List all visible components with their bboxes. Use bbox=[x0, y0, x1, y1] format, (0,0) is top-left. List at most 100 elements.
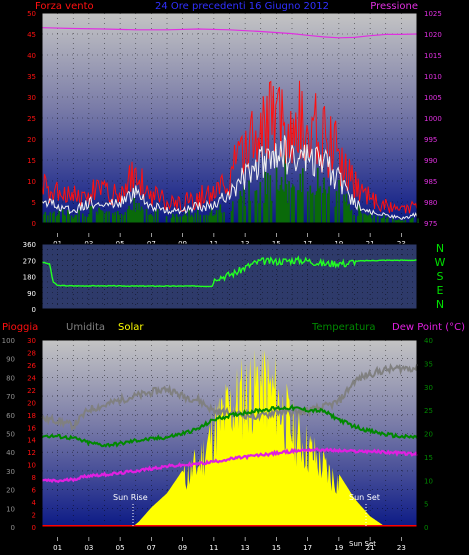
wind-direction-bar bbox=[192, 216, 194, 223]
wind-direction-bar bbox=[232, 201, 234, 223]
wind-direction-bar bbox=[140, 206, 143, 223]
wind-direction-bar bbox=[317, 167, 319, 223]
pressure-tick-label: 1015 bbox=[424, 52, 442, 60]
wind-speed-tick-label: 15 bbox=[27, 157, 36, 165]
wind-direction-bar bbox=[318, 188, 320, 223]
wind-direction-bar bbox=[213, 215, 215, 223]
rain-label: Pioggia bbox=[2, 322, 38, 333]
wind-speed-tick-label: 10 bbox=[27, 178, 36, 186]
wind-direction-bar bbox=[177, 216, 179, 223]
wind-direction-bar bbox=[287, 203, 289, 223]
wind-direction-bar bbox=[243, 185, 245, 223]
wind-direction-bar bbox=[99, 209, 102, 223]
wind-speed-tick-label: 0 bbox=[32, 220, 36, 228]
rain-tick-label: 22 bbox=[27, 387, 36, 395]
pressure-tick-label: 990 bbox=[424, 157, 437, 165]
pressure-line bbox=[41, 27, 418, 39]
wind-direction-bar bbox=[238, 199, 240, 223]
wind-direction-bar bbox=[138, 202, 140, 223]
wind-direction-bar bbox=[130, 209, 133, 223]
panel3-x-axis: 01 03 05 07 09 11 13 15 17 19 21 23 bbox=[53, 537, 406, 552]
wind-direction-bar bbox=[270, 200, 273, 223]
wind-direction-bar bbox=[55, 216, 58, 223]
wind-direction-bar bbox=[298, 190, 300, 223]
wind-direction-bar bbox=[392, 218, 394, 223]
wind-direction-bar bbox=[208, 215, 210, 223]
wind-direction-bar bbox=[369, 213, 372, 223]
wind-direction-bar bbox=[199, 214, 202, 223]
wind-direction-bar bbox=[150, 214, 153, 223]
wind-direction-bar bbox=[114, 211, 117, 223]
wind-direction-bar bbox=[417, 218, 419, 223]
wind-speed-tick-label: 35 bbox=[27, 73, 36, 81]
wind-direction-bar bbox=[172, 213, 174, 223]
x-tick-label: 21 bbox=[366, 544, 375, 552]
wind-direction-bar bbox=[88, 214, 90, 223]
wind-direction-bar bbox=[68, 211, 70, 223]
wind-speed-tick-label: 40 bbox=[27, 52, 36, 60]
wind-direction-bar bbox=[249, 200, 252, 223]
wind-direction-bar bbox=[220, 212, 223, 223]
wind-direction-bar bbox=[395, 220, 398, 223]
humidity-tick-label: 90 bbox=[6, 356, 15, 364]
wind-direction-bar bbox=[300, 192, 303, 223]
wind-direction-bar bbox=[283, 191, 285, 223]
temperature-label: Temperatura bbox=[311, 322, 376, 333]
wind-direction-bar bbox=[209, 212, 212, 223]
wind-direction-bar bbox=[128, 205, 130, 223]
pressure-tick-label: 980 bbox=[424, 199, 437, 207]
wind-direction-bar bbox=[133, 197, 135, 223]
panel1-series bbox=[41, 27, 418, 220]
wind-direction-bar bbox=[113, 215, 115, 223]
rain-tick-label: 30 bbox=[27, 337, 36, 345]
dew-point-label: Dew Point (°C) bbox=[392, 322, 465, 333]
sunrise-label: Sun Rise bbox=[113, 493, 148, 502]
wind-direction-bar bbox=[353, 215, 355, 223]
humidity-tick-label: 60 bbox=[6, 412, 15, 420]
wind-direction-bar bbox=[44, 211, 47, 223]
temperature-tick-label: 40 bbox=[424, 337, 433, 345]
wind-direction-bar bbox=[288, 181, 290, 223]
rain-tick-label: 18 bbox=[27, 412, 36, 420]
solar-radiation-area bbox=[42, 349, 417, 527]
pressure-tick-label: 995 bbox=[424, 136, 437, 144]
panel2-series bbox=[41, 255, 418, 288]
wind-direction-bar bbox=[343, 194, 345, 223]
wind-direction-bar bbox=[387, 217, 389, 223]
wind-direction-bar bbox=[102, 211, 104, 223]
wind-direction-bar bbox=[84, 216, 87, 223]
wind-direction-bar bbox=[170, 217, 173, 223]
wind-direction-bar bbox=[62, 209, 64, 223]
wind-direction-bar bbox=[239, 190, 242, 223]
rain-tick-label: 10 bbox=[27, 462, 36, 470]
wind-direction-bar bbox=[284, 155, 287, 223]
wind-speed-tick-label: 20 bbox=[27, 136, 36, 144]
wind-direction-bar bbox=[360, 213, 363, 223]
temperature-tick-label: 0 bbox=[424, 524, 428, 532]
wind-direction-bar bbox=[182, 216, 184, 223]
wind-direction-bar bbox=[345, 193, 348, 223]
wind-direction-bar bbox=[104, 213, 107, 223]
wind-direction-bar bbox=[188, 209, 190, 223]
wind-direction-bar bbox=[400, 220, 403, 223]
wind-direction-bar bbox=[108, 211, 110, 223]
wind-direction-bar bbox=[255, 190, 258, 223]
humidity-tick-label: 30 bbox=[6, 468, 15, 476]
wind-direction-bar bbox=[365, 214, 368, 223]
humidity-tick-label: 70 bbox=[6, 393, 15, 401]
wind-direction-bar bbox=[394, 219, 397, 223]
wind-direction-bar bbox=[278, 191, 280, 223]
x-tick-label: 23 bbox=[397, 544, 406, 552]
wind-direction-bar bbox=[118, 214, 120, 223]
wind-speed-tick-label: 25 bbox=[27, 115, 36, 123]
wind-direction-bar bbox=[49, 212, 52, 223]
wind-direction-bar bbox=[157, 209, 159, 223]
wind-direction-line bbox=[41, 255, 418, 288]
wind-direction-bar bbox=[290, 187, 293, 223]
wind-direction-bar bbox=[293, 186, 295, 223]
wind-direction-bar bbox=[309, 185, 312, 223]
rain-tick-label: 0 bbox=[32, 524, 36, 532]
wind-direction-bar bbox=[57, 214, 59, 223]
